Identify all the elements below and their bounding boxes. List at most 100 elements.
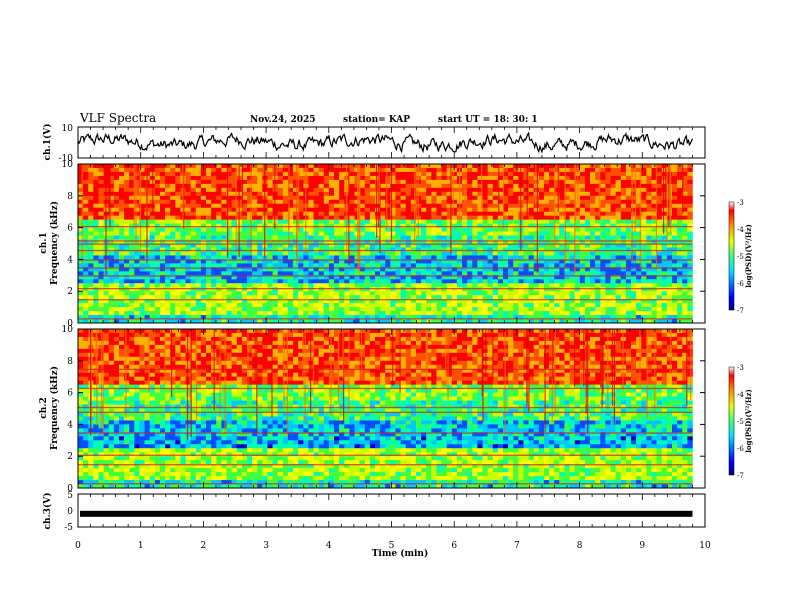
spec-cell [610, 263, 616, 268]
spec-cell [528, 291, 535, 296]
spec-cell [221, 211, 227, 216]
spec-cell [549, 283, 555, 288]
spec-cell [118, 291, 125, 296]
spec-cell [574, 231, 581, 236]
spec-cell [257, 271, 263, 276]
spec-cell [533, 263, 540, 268]
spec-cell [78, 231, 84, 236]
spec-cell [528, 239, 535, 244]
spec-cell [211, 251, 217, 256]
spec-cell [170, 207, 176, 212]
spec-cell [175, 315, 181, 320]
spec-cell [513, 259, 519, 264]
spec-cell [374, 203, 381, 209]
spec-burst-streak [639, 164, 641, 268]
spec-cell [528, 231, 535, 236]
spec-cell [206, 259, 212, 264]
spec-cell [462, 219, 468, 224]
spec-cell [149, 231, 156, 236]
spec-cell [610, 219, 616, 224]
spec-cell [523, 239, 529, 244]
spec-cell [364, 219, 371, 224]
spec-cell [436, 311, 442, 316]
spec-cell [108, 227, 115, 232]
spec-cell [395, 203, 401, 209]
spec-cell [631, 255, 637, 260]
spec-cell [687, 187, 693, 193]
spec-cell [78, 187, 84, 193]
spec-cell [390, 199, 396, 205]
spec-cell [431, 231, 437, 236]
spec-cell [139, 247, 145, 252]
spec-cell [405, 271, 412, 276]
spec-cell [93, 243, 99, 248]
spec-cell [180, 247, 186, 252]
spec-cell [282, 299, 289, 304]
spec-cell [554, 247, 560, 252]
spec-cell [641, 179, 647, 185]
spec-cell [610, 191, 616, 197]
spec-cell [190, 263, 197, 268]
spec-cell [83, 179, 89, 185]
spec-cell [620, 271, 627, 276]
spec-cell [446, 329, 453, 334]
spec-cell [185, 179, 191, 185]
spec-cell [677, 259, 683, 264]
spec-burst-streak [348, 164, 350, 266]
spec-cell [118, 211, 125, 216]
spec-cell [631, 211, 637, 216]
spec-cell [646, 247, 652, 252]
spec-cell [83, 311, 89, 316]
spec-cell [267, 191, 273, 197]
spec-cell [523, 263, 529, 268]
spec-cell [359, 311, 366, 316]
spec-cell [549, 271, 555, 276]
spec-cell [641, 267, 647, 272]
spec-cell [83, 329, 89, 334]
spec-burst-streak [241, 164, 244, 208]
spec-cell [93, 219, 99, 224]
spec-cell [671, 299, 678, 304]
spec-cell [554, 199, 560, 205]
spec-cell [88, 223, 94, 228]
spec-cell [503, 235, 509, 240]
spec-cell [113, 259, 120, 264]
spec-cell [195, 287, 202, 292]
spec-cell [380, 223, 386, 228]
spec-cell [216, 195, 222, 201]
spec-cell [487, 291, 494, 296]
spec-cell [380, 263, 386, 268]
spec-cell [257, 183, 263, 189]
spec-cell [257, 303, 263, 308]
spec-cell [165, 275, 171, 280]
spec-cell [682, 255, 688, 260]
spec-cell [344, 311, 350, 316]
spec-cell [252, 167, 258, 173]
spec-cell [610, 255, 616, 260]
spec-cell [226, 223, 232, 228]
spec-cell [293, 303, 299, 308]
spec-cell [185, 191, 191, 197]
spec-cell [231, 207, 238, 212]
spec-cell [108, 303, 115, 308]
spec-cell [170, 243, 176, 248]
spec-cell [605, 283, 611, 288]
spec-cell [83, 243, 89, 248]
spec-cell [328, 283, 335, 288]
spec-cell [385, 329, 391, 334]
spec-cell [267, 279, 273, 284]
spec-cell [584, 183, 591, 189]
spec-cell [303, 291, 309, 296]
spec-cell [477, 287, 483, 292]
spec-cell [451, 311, 458, 316]
spec-cell [369, 171, 376, 177]
spec-cell [257, 307, 263, 312]
spec-cell [349, 275, 355, 280]
spec-cell [395, 283, 401, 288]
spec-cell [134, 243, 140, 248]
spec-cell [267, 315, 273, 320]
spec-cell [503, 315, 509, 320]
spec-cell [666, 231, 673, 236]
spec-cell [129, 175, 135, 181]
spec-cell [200, 307, 207, 312]
